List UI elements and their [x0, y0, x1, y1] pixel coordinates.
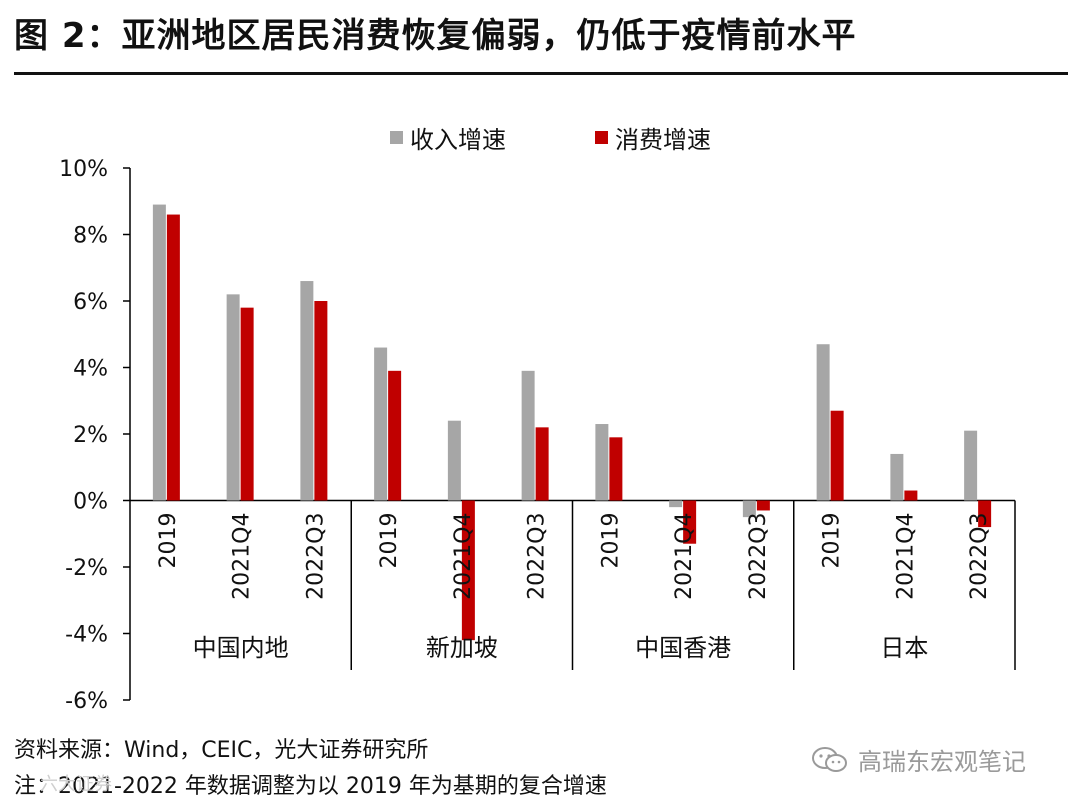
- legend-label: 收入增速: [410, 126, 506, 154]
- x-tick-label: 2019: [598, 513, 623, 569]
- bar-income: [669, 500, 683, 508]
- bar-income: [152, 204, 166, 501]
- bar-income: [595, 424, 609, 501]
- title-rule: [14, 72, 1068, 75]
- legend-swatch: [390, 131, 403, 144]
- x-tick-label: 2019: [377, 513, 402, 569]
- chart-labels: 中国内地 2019 2021Q4 2022Q3 新加坡 2019 2021Q4 2022Q3 中…: [156, 513, 992, 663]
- group-label: 日本: [880, 634, 928, 662]
- wechat-icon: [812, 746, 847, 772]
- x-tick-label: 2021Q4: [893, 513, 918, 600]
- watermark-text: 高瑞东宏观笔记: [858, 748, 1026, 776]
- x-tick-label: 2021Q4: [230, 513, 255, 600]
- bar-chart: -6% -4% -2% 0% 2% 4% 6% 8% 10% 中国内地 2019 2021Q4 202…: [59, 126, 1016, 714]
- bar-income: [521, 370, 535, 501]
- chart-legend: 收入增速 消费增速: [390, 126, 711, 154]
- y-tick-label: -2%: [65, 556, 108, 581]
- bar-consumption: [166, 214, 180, 501]
- y-tick-label: 8%: [73, 224, 108, 249]
- corner-watermark: 六大证券: [40, 774, 112, 795]
- bar-income: [226, 294, 240, 501]
- bar-consumption: [240, 307, 254, 501]
- source-note: 资料来源：Wind，CEIC，光大证券研究所: [14, 738, 429, 763]
- bar-consumption: [830, 410, 844, 501]
- chart-axes: -6% -4% -2% 0% 2% 4% 6% 8% 10%: [59, 157, 1016, 714]
- y-tick-label: 4%: [73, 357, 108, 382]
- bar-income: [964, 430, 978, 501]
- bar-consumption: [978, 500, 992, 528]
- bar-consumption: [904, 490, 918, 501]
- group-label: 中国香港: [635, 634, 731, 662]
- bar-consumption: [609, 437, 623, 501]
- bar-consumption: [535, 427, 549, 501]
- x-tick-label: 2021Q4: [451, 513, 476, 600]
- chart-bars: [152, 204, 992, 641]
- bar-income: [447, 420, 461, 501]
- legend-label: 消费增速: [615, 126, 711, 154]
- bar-income: [300, 281, 314, 501]
- x-tick-label: 2019: [156, 513, 181, 569]
- legend-swatch: [595, 131, 608, 144]
- x-tick-label: 2021Q4: [672, 513, 697, 600]
- footnote: 注：2021-2022 年数据调整为以 2019 年为基期的复合增速: [14, 774, 607, 799]
- bar-income: [742, 500, 756, 518]
- bar-income: [816, 344, 830, 501]
- y-tick-label: -4%: [65, 623, 108, 648]
- chart-title: 图 2：亚洲地区居民消费恢复偏弱，仍低于疫情前水平: [14, 16, 857, 56]
- x-tick-label: 2022Q3: [967, 513, 992, 600]
- y-tick-label: 2%: [73, 423, 108, 448]
- y-tick-label: -6%: [65, 689, 108, 714]
- group-label: 新加坡: [426, 634, 498, 662]
- bar-consumption: [314, 301, 328, 501]
- x-tick-label: 2019: [820, 513, 845, 569]
- bar-consumption: [461, 500, 475, 641]
- y-tick-label: 10%: [59, 157, 108, 182]
- bar-consumption: [756, 500, 770, 511]
- bar-income: [374, 347, 388, 501]
- watermark: 高瑞东宏观笔记: [810, 742, 1026, 777]
- x-tick-label: 2022Q3: [525, 513, 550, 600]
- x-tick-label: 2022Q3: [303, 513, 328, 600]
- group-label: 中国内地: [193, 634, 289, 662]
- y-tick-label: 0%: [73, 490, 108, 515]
- bar-consumption: [388, 370, 402, 501]
- bar-income: [890, 453, 904, 501]
- x-tick-label: 2022Q3: [746, 513, 771, 600]
- bar-consumption: [683, 500, 697, 544]
- y-tick-label: 6%: [73, 290, 108, 315]
